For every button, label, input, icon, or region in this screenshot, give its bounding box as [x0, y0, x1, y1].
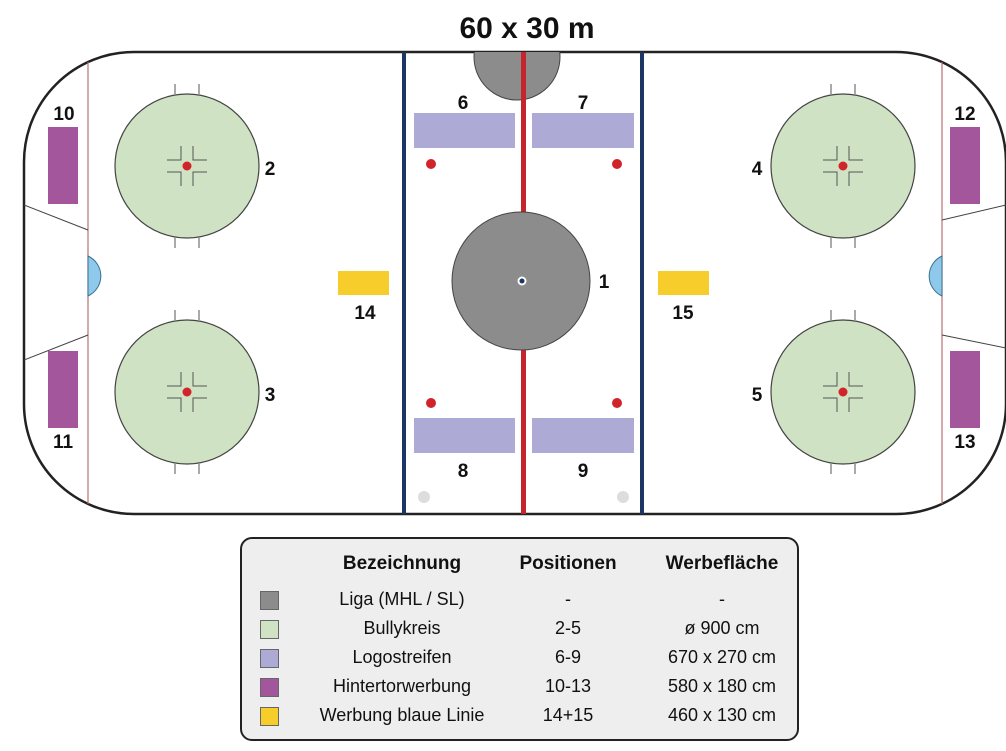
legend-row-name: Werbung blaue Linie	[319, 705, 485, 725]
position-label-9: 9	[578, 461, 589, 482]
legend-swatch	[260, 649, 279, 668]
position-label-15: 15	[672, 303, 694, 324]
bullykreis-5	[770, 310, 916, 474]
werbung-blaue-linie-15	[658, 271, 709, 295]
inner-hash	[192, 372, 207, 387]
legend-row-hintertorwerbung: Hintertorwerbung 10-13 580 x 180 cm	[242, 676, 797, 702]
inner-hash	[167, 171, 182, 186]
hintertorwerbung-13	[950, 351, 980, 428]
legend-row-name: Hintertorwerbung	[332, 676, 472, 696]
position-label-8: 8	[458, 461, 469, 482]
position-label-1: 1	[599, 272, 610, 293]
position-label-7: 7	[578, 93, 589, 114]
gray-dot-left	[418, 491, 430, 503]
goal-crease-right	[928, 255, 943, 297]
blue-line-left	[402, 52, 406, 514]
faceoff-dot	[182, 161, 192, 171]
bullykreis-3	[114, 310, 260, 474]
corner-line-left-top	[24, 204, 89, 231]
position-label-2: 2	[265, 159, 276, 180]
legend-row-positions: 10-13	[544, 676, 592, 696]
legend-header-positions: Positionen	[519, 553, 617, 574]
legend-row-positions: 6-9	[554, 647, 582, 667]
inner-hash	[192, 397, 207, 412]
inner-hash	[848, 171, 863, 186]
rink-title: 60 x 30 m	[459, 12, 594, 45]
goal-crease-left	[87, 255, 102, 297]
legend-row-area: -	[719, 589, 725, 609]
legend-row-name: Logostreifen	[352, 647, 452, 667]
corner-line-left-bottom	[24, 334, 89, 361]
legend-row-positions: -	[565, 589, 571, 609]
hintertorwerbung-12	[950, 127, 980, 204]
faceoff-circles	[114, 84, 916, 474]
liga-circle-top	[473, 52, 561, 101]
legend-swatch	[260, 678, 279, 697]
logostreifen-6	[414, 113, 515, 148]
legend-header-area: Werbefläche	[665, 553, 779, 574]
legend-row-logostreifen: Logostreifen 6-9 670 x 270 cm	[242, 647, 797, 673]
inner-hash	[167, 372, 182, 387]
legend-row-name: Bullykreis	[363, 618, 441, 638]
position-label-3: 3	[265, 385, 276, 406]
inner-hash	[167, 397, 182, 412]
corner-line-right-bottom	[941, 334, 1006, 349]
gray-dot-right	[617, 491, 629, 503]
logostreifen-7	[532, 113, 634, 148]
neutral-dot-bottom-left	[426, 398, 436, 408]
bullykreis-4	[770, 84, 916, 248]
position-label-13: 13	[954, 432, 975, 453]
faceoff-dot	[182, 387, 192, 397]
inner-hash	[823, 146, 838, 161]
position-label-11: 11	[53, 432, 74, 453]
legend-row-bullykreis: Bullykreis 2-5 ø 900 cm	[242, 618, 797, 644]
legend-swatch	[260, 707, 279, 726]
position-label-4: 4	[752, 159, 763, 180]
legend-row-positions: 2-5	[554, 618, 582, 638]
position-label-6: 6	[458, 93, 469, 114]
inner-hash	[848, 397, 863, 412]
neutral-dot-top-right	[612, 159, 622, 169]
neutral-dot-top-left	[426, 159, 436, 169]
center-faceoff-dot	[519, 278, 525, 284]
blue-line-right	[640, 52, 644, 514]
position-label-12: 12	[954, 104, 975, 125]
faceoff-dot	[838, 387, 848, 397]
neutral-dot-bottom-right	[612, 398, 622, 408]
legend-row-name: Liga (MHL / SL)	[339, 589, 465, 609]
inner-hash	[192, 171, 207, 186]
legend-row-liga: Liga (MHL / SL) - -	[242, 589, 797, 615]
inner-hash	[823, 372, 838, 387]
inner-hash	[823, 397, 838, 412]
inner-hash	[167, 146, 182, 161]
position-label-14: 14	[354, 303, 376, 324]
logostreifen-8	[414, 418, 515, 453]
legend-header-name: Bezeichnung	[342, 553, 462, 574]
logostreifen-9	[532, 418, 634, 453]
legend-box: Bezeichnung Positionen Werbefläche Liga …	[240, 537, 799, 741]
legend-swatch	[260, 591, 279, 610]
hintertorwerbung-11	[48, 351, 78, 428]
werbung-blaue-linie-14	[338, 271, 389, 295]
position-label-5: 5	[752, 385, 763, 406]
corner-line-right-top	[941, 204, 1006, 221]
inner-hash	[848, 146, 863, 161]
hintertorwerbung-10	[48, 127, 78, 204]
legend-row-positions: 14+15	[542, 705, 594, 725]
faceoff-dot	[838, 161, 848, 171]
inner-hash	[823, 171, 838, 186]
legend-row-area: 580 x 180 cm	[667, 676, 777, 696]
bullykreis-2	[114, 84, 260, 248]
inner-hash	[192, 146, 207, 161]
legend-swatch	[260, 620, 279, 639]
legend-row-area: ø 900 cm	[684, 618, 760, 638]
position-label-10: 10	[53, 104, 74, 125]
legend-row-werbung-blaue-linie: Werbung blaue Linie 14+15 460 x 130 cm	[242, 705, 797, 731]
legend-row-area: 670 x 270 cm	[667, 647, 777, 667]
inner-hash	[848, 372, 863, 387]
legend-row-area: 460 x 130 cm	[667, 705, 777, 725]
